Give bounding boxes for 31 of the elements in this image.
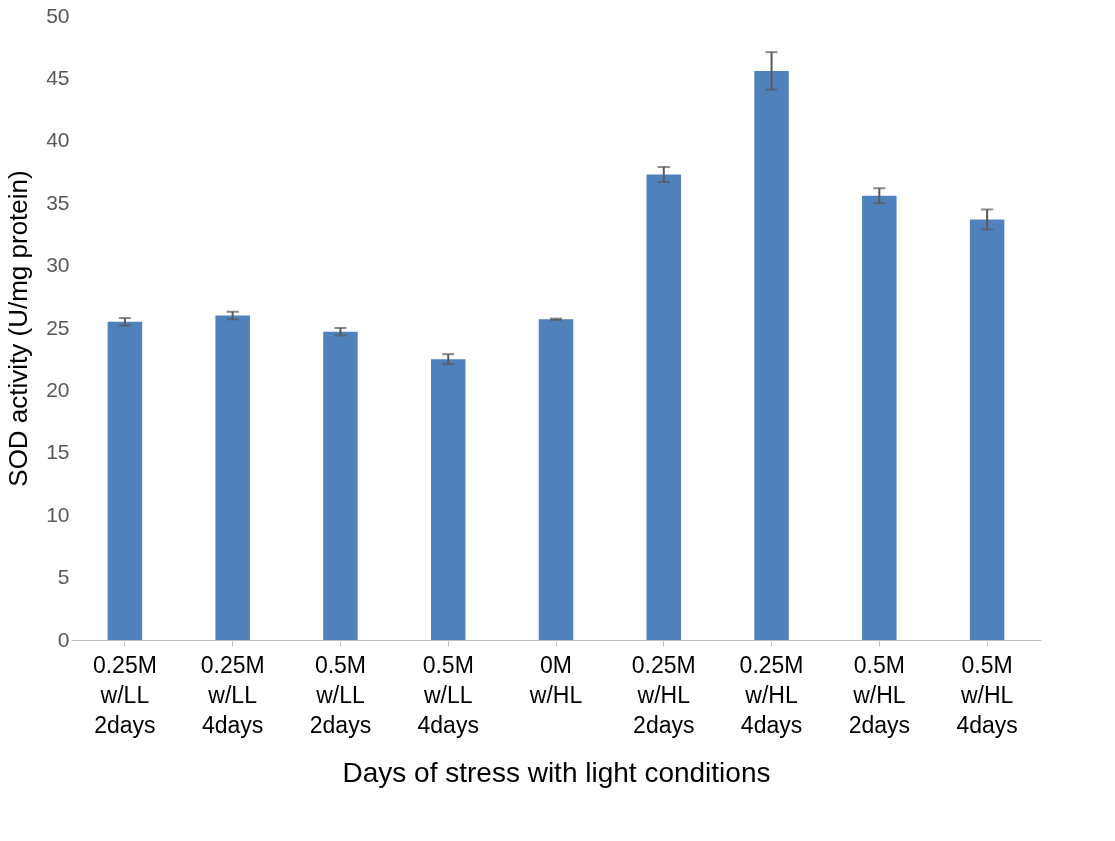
x-tick-label: 0.5M w/HL 4days [956, 651, 1018, 738]
y-tick-label: 40 [46, 128, 70, 152]
y-tick-label: 50 [46, 3, 70, 27]
y-tick-label: 15 [46, 440, 70, 464]
bar [323, 331, 358, 640]
bar [538, 319, 574, 640]
x-tick-label: 0.5M w/HL 2days [848, 651, 911, 738]
y-tick-label: 0 [57, 627, 70, 651]
y-tick-label: 20 [46, 377, 70, 401]
x-tick-label: 0.25M w/HL 2days [631, 651, 696, 738]
y-axis-title: SOD activity (U/mg protein) [3, 170, 34, 487]
y-tick-label: 5 [57, 565, 70, 589]
bar [754, 70, 789, 640]
x-tick-label: 0.25M w/LL 2days [92, 651, 157, 738]
bar [646, 174, 682, 640]
x-tick-label: 0.5M w/LL 2days [309, 651, 372, 738]
x-axis-title: Days of stress with light conditions [342, 756, 771, 788]
bar [430, 359, 466, 640]
x-tick-label: 0.25M w/HL 4days [739, 651, 804, 738]
x-tick-label: 0.5M w/LL 4days [417, 651, 479, 738]
y-tick-label: 35 [46, 190, 70, 214]
y-tick-label: 10 [46, 502, 70, 526]
y-tick-label: 30 [46, 253, 70, 277]
bar [215, 315, 250, 640]
y-tick-label: 25 [46, 315, 70, 339]
bar [107, 321, 143, 640]
y-tick-label: 45 [46, 65, 70, 89]
bar [969, 219, 1005, 640]
x-tick-label: 0.25M w/LL 4days [200, 651, 265, 738]
x-tick-label: 0M w/HL [528, 651, 583, 708]
bar [862, 195, 897, 640]
